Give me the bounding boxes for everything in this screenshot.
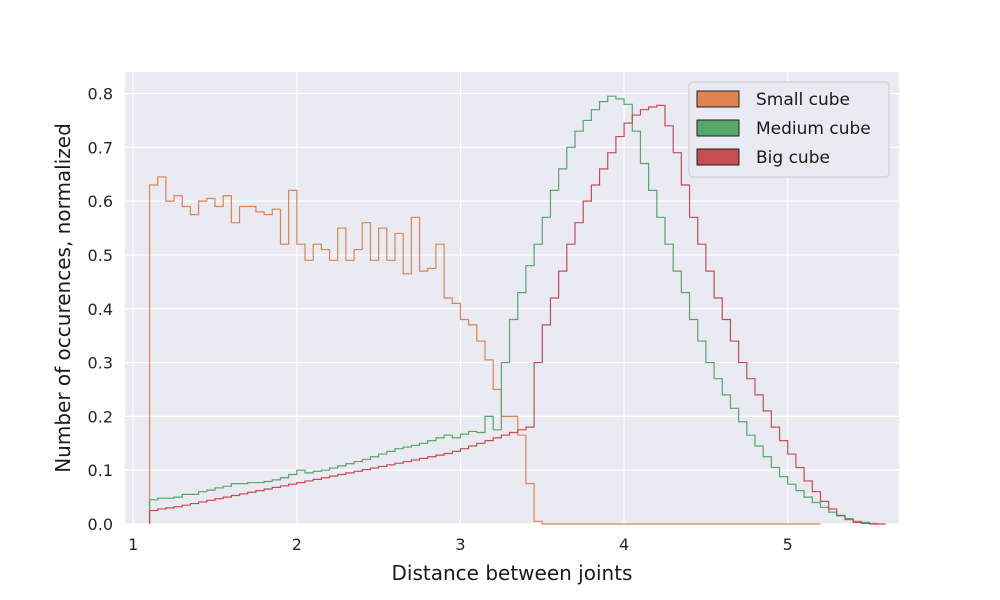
y-tick-label: 0.3 — [88, 354, 113, 373]
y-tick-label: 0.1 — [88, 461, 113, 480]
legend-label-medium-cube: Medium cube — [756, 119, 871, 139]
series-layer — [148, 95, 886, 525]
x-tick-label: 3 — [455, 535, 465, 554]
series-big-cube — [148, 104, 886, 525]
x-tick-label: 4 — [619, 535, 629, 554]
y-tick-labels: 0.0 0.1 0.2 0.3 0.4 0.5 0.6 0.7 0.8 — [88, 85, 113, 534]
y-tick-label: 0.2 — [88, 407, 113, 426]
legend: Small cube Medium cube Big cube — [688, 81, 890, 178]
y-tick-label: 0.5 — [88, 246, 113, 265]
x-tick-label: 2 — [292, 535, 302, 554]
y-tick-label: 0.7 — [88, 138, 113, 157]
legend-swatch-small-cube — [696, 90, 740, 108]
y-tick-label: 0.0 — [88, 515, 113, 534]
x-tick-label: 5 — [783, 535, 793, 554]
y-tick-label: 0.4 — [88, 300, 113, 319]
y-axis-label: Number of occurences, normalized — [51, 123, 75, 473]
legend-swatch-medium-cube — [696, 119, 740, 137]
y-tick-label: 0.8 — [88, 85, 113, 104]
x-tick-label: 1 — [128, 535, 138, 554]
series-small-cube — [148, 176, 821, 525]
x-axis-label: Distance between joints — [392, 561, 633, 585]
series-medium-cube — [148, 95, 879, 525]
legend-swatch-big-cube — [696, 148, 740, 166]
y-tick-label: 0.6 — [88, 192, 113, 211]
legend-label-small-cube: Small cube — [756, 90, 850, 110]
legend-label-big-cube: Big cube — [756, 148, 830, 168]
x-tick-labels: 1 2 3 4 5 — [128, 535, 793, 554]
